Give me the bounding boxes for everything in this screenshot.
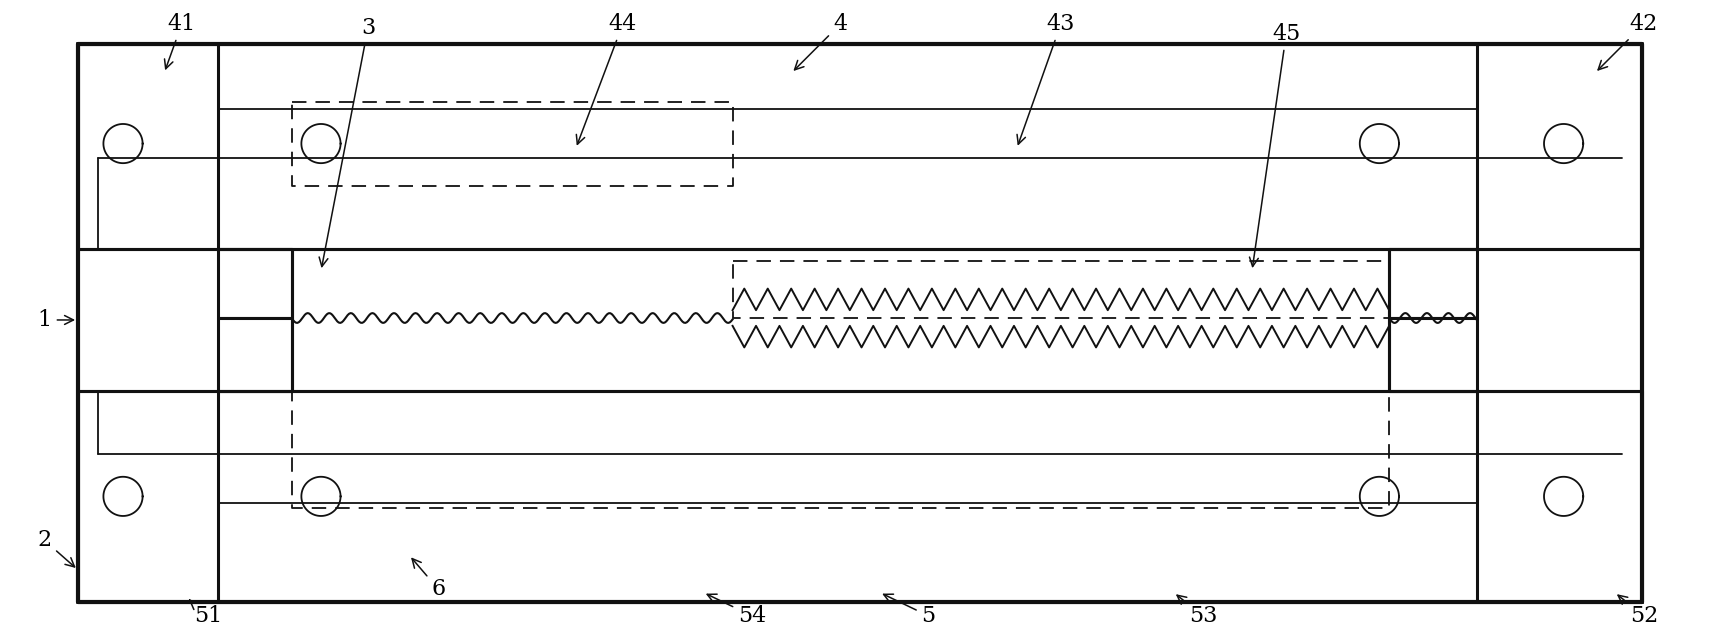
Polygon shape [77, 43, 1641, 250]
Text: 1: 1 [38, 309, 74, 331]
Text: 2: 2 [38, 529, 74, 567]
Text: 54: 54 [707, 594, 766, 627]
Text: 5: 5 [884, 594, 936, 627]
Text: 41: 41 [165, 13, 196, 69]
Text: 42: 42 [1599, 13, 1659, 70]
Text: 3: 3 [319, 17, 374, 266]
Polygon shape [1389, 318, 1477, 390]
Text: 4: 4 [795, 13, 848, 70]
Text: 43: 43 [1016, 13, 1075, 144]
Text: 44: 44 [577, 13, 637, 144]
Polygon shape [77, 390, 1641, 602]
Text: 45: 45 [1250, 23, 1300, 266]
Text: 52: 52 [1617, 595, 1659, 627]
Polygon shape [218, 250, 292, 318]
Polygon shape [218, 318, 292, 390]
Polygon shape [77, 43, 1641, 602]
Text: 51: 51 [189, 600, 223, 627]
Text: 6: 6 [412, 559, 446, 601]
Polygon shape [1389, 250, 1477, 318]
Text: 53: 53 [1178, 595, 1217, 627]
